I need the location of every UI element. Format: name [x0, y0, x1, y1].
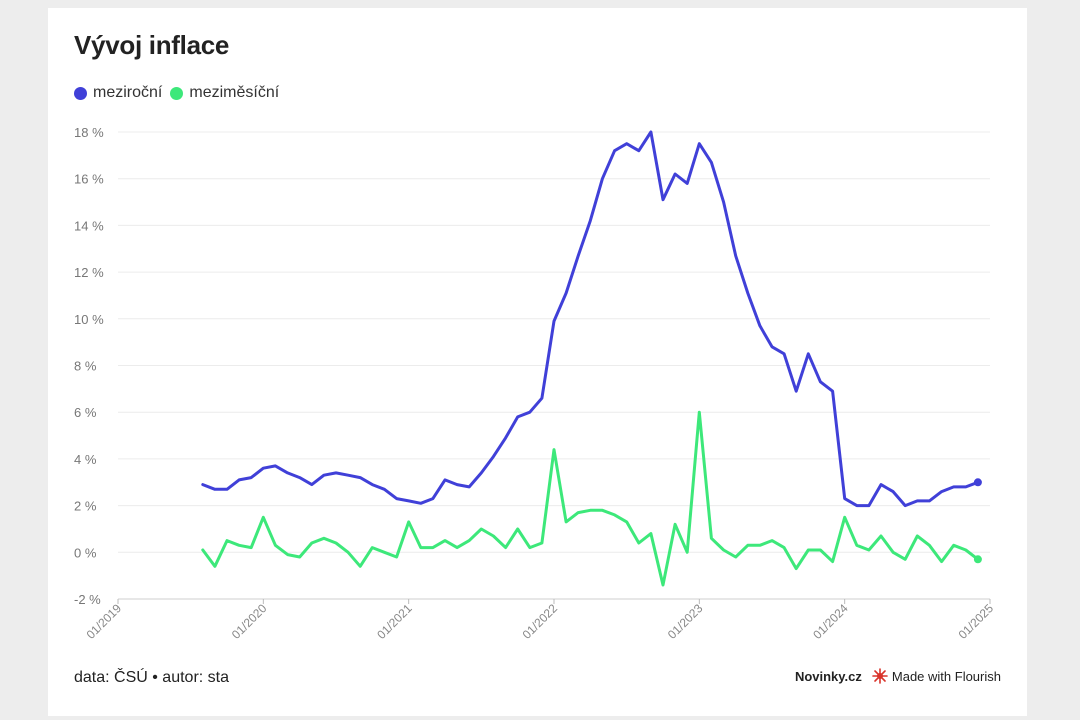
line-chart: -2 % 0 % 2 % 4 % 6 % 8 % 10 % 12 % 14 % 16 % 18 % 0… — [74, 125, 997, 642]
y-tick-label: -2 % — [74, 592, 101, 607]
legend-label: meziroční — [93, 84, 163, 101]
footer-brand: Novinky.cz Made with Flourish — [795, 668, 1001, 684]
x-tick-label: 01/2024 — [810, 601, 851, 642]
data-source: data: ČSÚ • autor: sta — [74, 669, 230, 686]
flourish-icon — [872, 668, 888, 684]
x-tick-label: 01/2023 — [665, 601, 706, 642]
made-with-flourish-link[interactable]: Made with Flourish — [891, 668, 1001, 684]
legend-dot-icon — [74, 86, 87, 100]
legend: meziroční meziměsíční — [74, 84, 287, 102]
x-tick-label: 01/2021 — [374, 601, 415, 642]
legend-label: meziměsíční — [189, 84, 280, 101]
series-line-meziměsíční — [201, 410, 980, 587]
data-point — [973, 478, 982, 487]
y-tick-label: 6 % — [74, 405, 97, 420]
y-tick-label: 8 % — [74, 359, 97, 374]
y-tick-label: 14 % — [74, 218, 104, 233]
legend-item-meziroční[interactable]: meziroční — [74, 84, 162, 102]
y-tick-label: 18 % — [74, 125, 104, 140]
chart-title: Vývoj inflace — [74, 30, 230, 60]
data-point — [973, 555, 982, 564]
chart-card: Vývoj inflace meziroční meziměsíční -2 %… — [48, 8, 1027, 716]
y-tick-label: 2 % — [74, 499, 97, 514]
x-tick-label: 01/2019 — [84, 601, 125, 642]
y-tick-label: 10 % — [74, 312, 104, 327]
y-tick-label: 12 % — [74, 265, 104, 280]
y-tick-label: 4 % — [74, 452, 97, 467]
x-tick-label: 01/2020 — [229, 601, 270, 642]
series-line-meziroční — [201, 130, 980, 508]
x-tick-label: 01/2022 — [520, 601, 561, 642]
y-tick-label: 16 % — [74, 172, 104, 187]
legend-item-meziměsíční[interactable]: meziměsíční — [170, 84, 279, 102]
y-tick-label: 0 % — [74, 545, 97, 560]
legend-dot-icon — [170, 86, 184, 100]
x-tick-label: 01/2025 — [956, 601, 997, 642]
novinky-logo[interactable]: Novinky.cz — [794, 668, 862, 684]
